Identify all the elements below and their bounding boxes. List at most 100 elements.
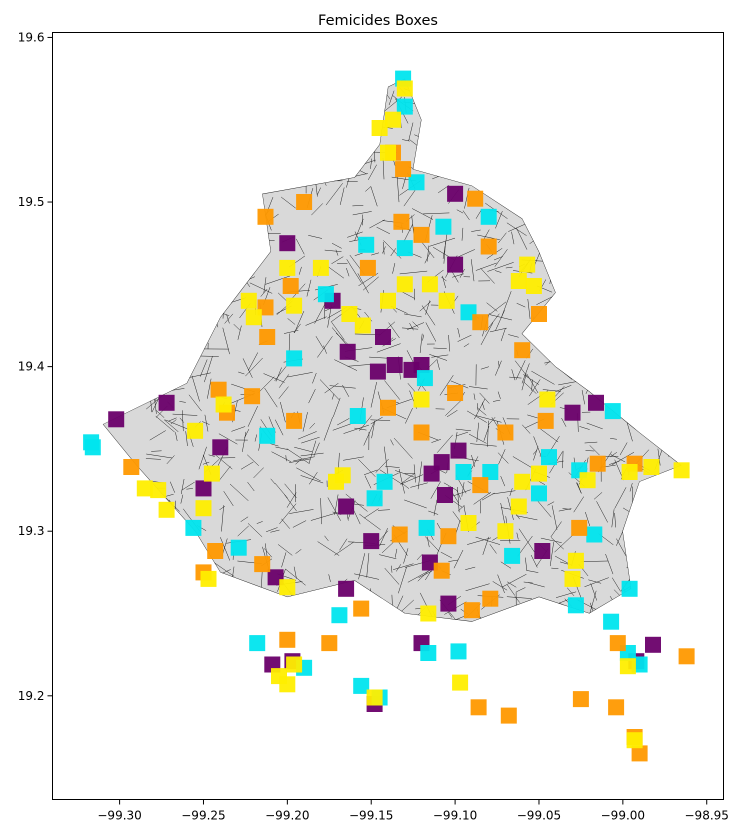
- femicide-box: [341, 306, 358, 322]
- femicide-box: [514, 342, 531, 359]
- femicide-box: [413, 357, 430, 373]
- femicide-box: [609, 635, 626, 652]
- femicide-box: [185, 519, 202, 536]
- femicide-box: [480, 238, 497, 255]
- femicide-box: [525, 278, 542, 294]
- femicide-box: [467, 190, 484, 207]
- femicide-box: [279, 676, 296, 693]
- femicide-box: [200, 570, 217, 587]
- femicide-box: [588, 394, 604, 411]
- plot-area-frame: [52, 32, 724, 800]
- femicide-box: [567, 597, 584, 614]
- femicide-box: [279, 579, 296, 596]
- femicide-box: [279, 631, 296, 648]
- femicide-box: [363, 533, 380, 550]
- femicide-box: [150, 482, 167, 499]
- femicide-box: [369, 363, 386, 380]
- femicide-box: [572, 691, 589, 708]
- femicide-box: [482, 464, 499, 480]
- femicide-box: [497, 424, 514, 441]
- x-tick-label: −99.20: [265, 809, 309, 823]
- femicide-box: [604, 403, 621, 420]
- femicide-box: [447, 385, 464, 401]
- femicide-box: [321, 635, 338, 652]
- data-marks: [83, 70, 695, 762]
- femicide-box: [579, 472, 596, 489]
- x-tick-label: −99.30: [97, 809, 141, 823]
- femicide-box: [408, 174, 425, 191]
- femicide-box: [396, 276, 413, 293]
- femicide-box: [366, 490, 383, 507]
- femicide-box: [380, 399, 396, 416]
- femicide-box: [245, 309, 262, 326]
- femicide-box: [418, 519, 435, 536]
- femicide-box: [286, 656, 303, 673]
- femicide-box: [621, 580, 638, 597]
- femicide-box: [421, 276, 438, 293]
- femicide-box: [282, 278, 299, 294]
- femicide-box: [608, 699, 625, 716]
- femicide-box: [380, 144, 396, 161]
- femicide-box: [504, 547, 521, 564]
- femicide-box: [433, 562, 450, 579]
- y-tick-label: 19.6: [18, 30, 45, 44]
- femicide-box: [437, 487, 453, 503]
- femicide-box: [108, 411, 125, 428]
- femicide-box: [203, 465, 220, 482]
- femicide-box: [460, 515, 477, 531]
- femicide-box: [359, 259, 376, 276]
- femicide-box: [158, 501, 175, 518]
- x-tick-label: −99.25: [181, 809, 225, 823]
- femicide-box: [254, 556, 271, 573]
- femicide-box: [455, 464, 472, 480]
- femicide-box: [586, 526, 603, 543]
- femicide-box: [564, 570, 581, 587]
- femicide-box: [338, 580, 355, 597]
- femicide-box: [531, 306, 547, 322]
- x-tick-label: −99.00: [601, 809, 645, 823]
- femicide-box: [371, 120, 388, 136]
- femicide-box: [249, 635, 266, 652]
- femicide-box: [514, 473, 531, 490]
- femicide-box: [440, 595, 457, 612]
- femicide-box: [440, 528, 457, 545]
- femicide-box: [279, 235, 296, 252]
- femicide-box: [463, 602, 480, 619]
- femicide-box: [531, 485, 547, 502]
- femicide-box: [472, 477, 489, 494]
- y-axis: 19.2 19.3 19.4 19.5 19.6: [18, 30, 53, 703]
- femicide-box: [564, 404, 581, 421]
- femicide-box: [207, 543, 224, 559]
- femicide-box: [230, 539, 247, 556]
- femicide-box: [510, 273, 527, 289]
- x-tick-label: −99.10: [433, 809, 477, 823]
- femicide-box: [286, 297, 303, 314]
- femicide-box: [331, 607, 348, 624]
- x-tick-label: −98.95: [685, 809, 729, 823]
- femicide-box: [438, 292, 455, 309]
- femicide-box: [358, 236, 375, 253]
- femicide-box: [354, 317, 371, 334]
- femicide-box: [500, 707, 517, 724]
- y-tick-label: 19.2: [18, 689, 45, 703]
- femicide-box: [366, 689, 383, 706]
- femicide-box: [413, 226, 430, 243]
- femicide-box: [396, 98, 413, 115]
- femicide-box: [413, 424, 430, 441]
- femicide-box: [470, 699, 487, 716]
- femicide-box: [386, 357, 403, 373]
- femicide-box: [123, 459, 140, 475]
- femicide-box: [317, 286, 334, 303]
- femicide-box: [472, 314, 489, 331]
- femicide-box: [375, 329, 391, 345]
- femicide-box: [385, 111, 401, 128]
- femicide-box: [380, 292, 396, 309]
- femicide-box: [433, 454, 450, 471]
- femicide-box: [195, 480, 212, 497]
- femicide-box: [626, 732, 643, 749]
- femicide-box: [621, 464, 638, 480]
- chart-title: Femicides Boxes: [318, 13, 438, 29]
- femicide-box: [393, 213, 410, 230]
- femicide-box: [187, 422, 204, 439]
